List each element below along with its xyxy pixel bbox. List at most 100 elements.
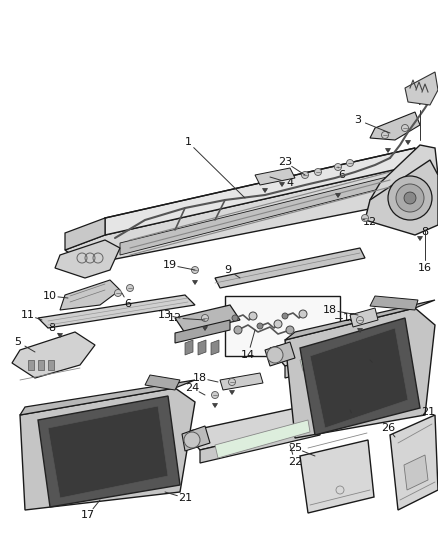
Text: 6: 6 [124,299,131,309]
Text: 14: 14 [241,350,255,360]
Polygon shape [198,340,206,355]
Polygon shape [255,168,295,185]
Polygon shape [105,148,415,235]
Polygon shape [350,308,378,327]
Circle shape [229,378,236,385]
Text: 5: 5 [14,337,21,347]
Text: 22: 22 [288,457,302,467]
Polygon shape [145,375,180,390]
Polygon shape [285,300,435,340]
Text: 4: 4 [286,178,293,188]
Text: 10: 10 [43,291,57,301]
Polygon shape [202,327,208,330]
Polygon shape [200,422,320,463]
Polygon shape [38,295,195,328]
Circle shape [114,289,121,296]
Polygon shape [310,328,408,428]
Text: 6: 6 [339,170,346,180]
Polygon shape [270,320,400,366]
Circle shape [299,310,307,318]
Polygon shape [406,141,410,144]
Circle shape [274,320,282,328]
Text: 18: 18 [323,305,337,315]
Text: 13: 13 [158,310,172,320]
Polygon shape [404,455,428,490]
Circle shape [232,315,238,321]
Circle shape [234,326,242,334]
Text: 9: 9 [224,265,232,275]
Circle shape [282,313,288,319]
Circle shape [314,168,321,175]
Polygon shape [300,440,374,513]
Polygon shape [390,415,438,510]
Polygon shape [65,165,415,265]
Circle shape [201,314,208,321]
Text: 7: 7 [417,97,424,107]
Polygon shape [28,360,34,370]
Circle shape [396,184,424,212]
Text: 20: 20 [348,415,362,425]
Polygon shape [20,388,195,510]
Text: 12: 12 [363,217,377,227]
Text: 17: 17 [81,510,95,520]
Text: 23: 23 [278,157,292,167]
Polygon shape [65,218,105,250]
Polygon shape [175,305,240,333]
Circle shape [286,326,294,334]
Text: 16: 16 [418,263,432,273]
Polygon shape [230,391,234,394]
Polygon shape [265,342,295,366]
Circle shape [191,266,198,273]
Polygon shape [285,308,435,438]
Polygon shape [370,112,420,140]
Text: 12: 12 [168,313,182,323]
Polygon shape [370,296,418,310]
Text: 26: 26 [381,423,395,433]
Circle shape [249,312,257,320]
Polygon shape [120,175,395,255]
Polygon shape [212,403,218,408]
Polygon shape [215,248,365,288]
Polygon shape [279,182,285,187]
Text: 24: 24 [185,383,199,393]
Circle shape [335,164,342,171]
Polygon shape [12,332,95,378]
Polygon shape [55,240,120,278]
Text: 21: 21 [421,407,435,417]
Polygon shape [417,237,423,240]
Text: 19: 19 [163,260,177,270]
Polygon shape [285,338,400,378]
Text: 18: 18 [193,373,207,383]
Polygon shape [336,193,340,198]
Text: 1: 1 [184,137,191,147]
Circle shape [381,132,389,139]
Polygon shape [357,328,363,333]
Text: 8: 8 [421,227,428,237]
Circle shape [212,392,219,399]
Polygon shape [300,318,420,435]
Circle shape [184,432,200,448]
Text: 15: 15 [343,313,357,323]
Text: 25: 25 [288,443,302,453]
Circle shape [361,214,368,222]
Polygon shape [215,420,310,458]
Circle shape [127,285,134,292]
Polygon shape [385,149,391,152]
Polygon shape [57,334,63,337]
Polygon shape [300,334,388,371]
Polygon shape [370,145,438,215]
Polygon shape [192,280,198,285]
Polygon shape [365,160,438,235]
Polygon shape [262,189,268,192]
Text: 21: 21 [178,493,192,503]
Bar [225,296,340,356]
Circle shape [301,172,308,179]
Text: 8: 8 [49,323,56,333]
Circle shape [346,159,353,166]
Text: 3: 3 [354,115,361,125]
Polygon shape [211,340,219,355]
Polygon shape [220,373,263,390]
Polygon shape [182,426,210,451]
Polygon shape [38,360,44,370]
Polygon shape [175,320,230,343]
